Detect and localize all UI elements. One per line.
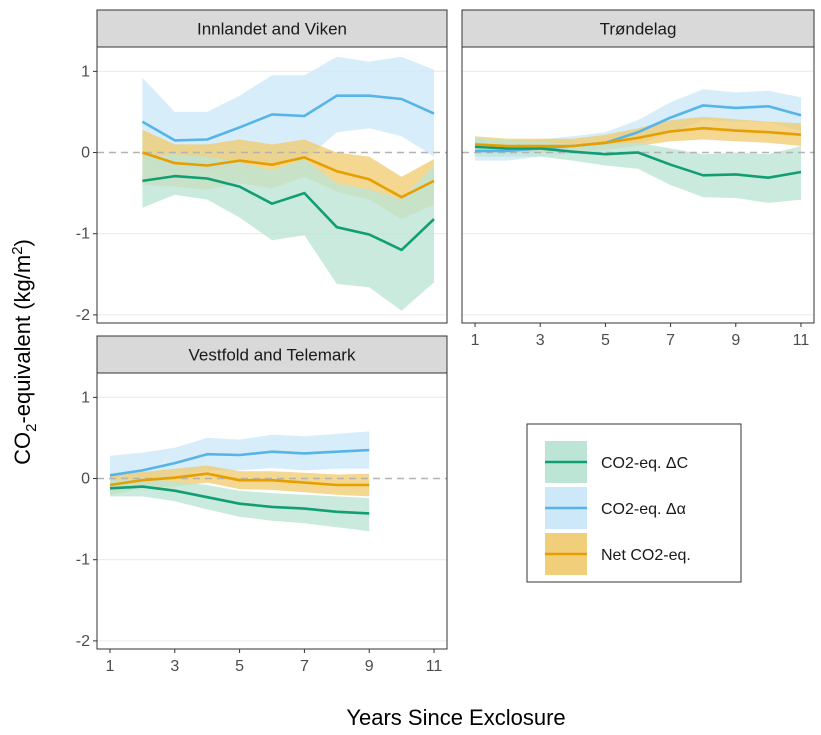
ribbon-dC — [475, 137, 801, 203]
series-line-dC — [474, 145, 802, 179]
x-tick-label: 7 — [666, 332, 675, 349]
x-axis-title: Years Since Exclosure — [346, 705, 565, 730]
y-tick-label: -2 — [76, 307, 90, 324]
series-line-net — [141, 151, 435, 199]
panel-title: Trøndelag — [600, 20, 677, 39]
series-line-dAlpha — [109, 448, 370, 477]
x-tick-label: 1 — [106, 658, 115, 675]
y-tick-label: 1 — [81, 63, 90, 80]
x-tick-label: 9 — [731, 332, 740, 349]
panel-border — [96, 372, 448, 650]
x-tick-label: 5 — [235, 658, 244, 675]
y-axis-title: CO2-equivalent (kg/m2) — [9, 239, 40, 465]
y-tick-label: 1 — [81, 389, 90, 406]
panels-layer: Innlandet and Viken -2 -1 0 1 Trøndelag 1 3 5 7 9 1… — [76, 9, 815, 675]
legend: CO2-eq. ΔC CO2-eq. Δα Net CO2-eq. — [526, 423, 742, 583]
panel-strip — [96, 9, 448, 48]
y-tick-label: -1 — [76, 226, 90, 243]
x-tick-label: 11 — [426, 658, 443, 675]
y-tick-label: 0 — [81, 145, 90, 162]
panel-border — [461, 46, 815, 324]
panel-title: Vestfold and Telemark — [189, 346, 356, 365]
x-tick-label: 11 — [793, 332, 810, 349]
series-line-dC — [109, 485, 370, 515]
y-tick-label: -2 — [76, 633, 90, 650]
x-tick-label: 7 — [300, 658, 309, 675]
panel-strip — [461, 9, 815, 48]
x-tick-label: 3 — [536, 332, 545, 349]
series-line-dC — [142, 174, 435, 252]
legend-label: CO2-eq. Δα — [601, 501, 686, 518]
ribbon-dC — [142, 154, 434, 311]
legend-label: CO2-eq. ΔC — [601, 455, 688, 472]
ribbon-dAlpha — [110, 431, 370, 495]
panel: Innlandet and Viken -2 -1 0 1 — [76, 9, 448, 324]
x-tick-label: 1 — [471, 332, 480, 349]
panel: Trøndelag 1 3 5 7 9 11 — [461, 9, 815, 349]
series-line-dAlpha — [141, 94, 435, 142]
y-tick-label: -1 — [76, 552, 90, 569]
x-tick-label: 5 — [601, 332, 610, 349]
panel-strip — [96, 335, 448, 374]
y-tick-label: 0 — [81, 471, 90, 488]
x-tick-label: 9 — [365, 658, 374, 675]
legend-label: Net CO2-eq. — [601, 547, 691, 564]
panel-border — [96, 46, 448, 324]
series-line-net — [474, 126, 802, 148]
panel-title: Innlandet and Viken — [197, 20, 347, 39]
x-tick-label: 3 — [170, 658, 179, 675]
series-line-net — [109, 472, 370, 487]
